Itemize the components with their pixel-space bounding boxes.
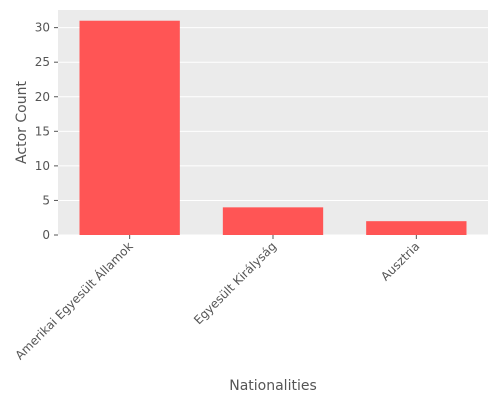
y-tick-label: 25 xyxy=(35,55,50,69)
y-tick-label: 5 xyxy=(42,193,50,207)
y-tick-label: 0 xyxy=(42,228,50,242)
x-tick-label: Amerikai Egyesült Államok xyxy=(12,238,136,362)
bar xyxy=(366,221,467,235)
y-axis-title: Actor Count xyxy=(14,81,30,164)
x-tick-label: Ausztria xyxy=(378,239,422,283)
y-tick-label: 30 xyxy=(35,21,50,35)
x-axis-title: Nationalities xyxy=(229,378,317,394)
y-tick-label: 15 xyxy=(35,124,50,138)
bar xyxy=(222,207,324,235)
bars xyxy=(79,20,467,236)
x-tick-label: Egyesült Királyság xyxy=(191,239,279,327)
y-axis-ticks: 0 5 10 15 20 25 30 xyxy=(35,21,58,242)
bar xyxy=(79,20,180,236)
x-axis-ticks: Amerikai Egyesült Államok Egyesült Király… xyxy=(12,235,422,363)
y-tick-label: 20 xyxy=(35,90,50,104)
y-tick-label: 10 xyxy=(35,159,50,173)
